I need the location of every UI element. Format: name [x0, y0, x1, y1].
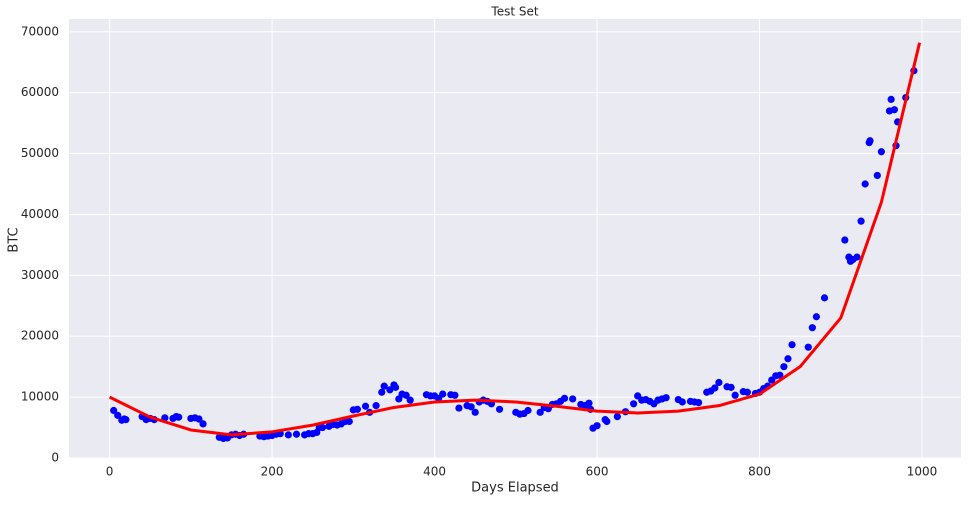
y-tick-label: 50000	[21, 146, 59, 160]
scatter-point	[743, 388, 751, 396]
scatter-point	[731, 391, 739, 399]
scatter-point	[353, 405, 361, 413]
y-axis-label: BTC	[7, 227, 22, 252]
scatter-point	[678, 398, 686, 406]
y-tick-label: 60000	[21, 85, 59, 99]
scatter-point	[451, 391, 459, 399]
scatter-point	[114, 411, 122, 419]
scatter-point	[372, 402, 380, 410]
scatter-point	[727, 383, 735, 391]
scatter-point	[853, 253, 861, 261]
scatter-point	[195, 415, 203, 423]
scatter-point	[857, 217, 865, 225]
scatter-point	[603, 417, 611, 426]
scatter-point	[110, 406, 118, 415]
scatter-point	[613, 412, 621, 421]
scatter-point	[471, 408, 479, 416]
scatter-point	[812, 313, 820, 321]
scatter-point	[378, 388, 386, 396]
y-tick-label: 30000	[21, 268, 59, 282]
scatter-point	[776, 371, 784, 379]
scatter-point	[630, 400, 638, 408]
scatter-point	[402, 391, 410, 399]
scatter-point	[808, 324, 816, 332]
scatter-point	[318, 423, 327, 432]
chart-title: Test Set	[490, 5, 538, 19]
y-tick-label: 40000	[21, 207, 59, 221]
scatter-point	[715, 378, 723, 387]
scatter-point	[380, 382, 388, 390]
scatter-point	[495, 405, 504, 413]
scatter-point	[887, 95, 895, 103]
x-tick-label: 400	[423, 465, 446, 479]
scatter-point	[873, 171, 881, 180]
scatter-point	[820, 294, 829, 302]
x-tick-label: 200	[261, 465, 284, 479]
scatter-point	[122, 416, 130, 424]
scatter-point	[439, 390, 447, 398]
x-tick-label: 0	[106, 465, 114, 479]
scatter-point	[593, 422, 601, 430]
scatter-point	[161, 414, 169, 422]
scatter-point	[711, 384, 719, 392]
y-tick-label: 70000	[21, 24, 59, 38]
scatter-point	[585, 399, 593, 407]
scatter-point	[841, 236, 849, 244]
scatter-point	[386, 386, 394, 394]
scatter-point	[784, 355, 792, 363]
scatter-point	[467, 403, 475, 411]
scatter-point	[536, 408, 544, 416]
y-tick-label: 20000	[21, 329, 59, 343]
x-tick-label: 600	[586, 465, 609, 479]
x-axis-label: Days Elapsed	[471, 481, 559, 496]
scatter-point	[569, 395, 577, 403]
scatter-point	[890, 106, 898, 114]
scatter-point	[524, 406, 532, 415]
scatter-point	[788, 341, 796, 349]
fit-line	[108, 42, 922, 437]
scatter-point	[866, 137, 874, 145]
scatter-point	[406, 396, 414, 404]
x-tick-label: 1000	[907, 465, 938, 479]
plot-area	[69, 19, 961, 458]
scatter-point	[804, 343, 812, 351]
scatter-point	[780, 363, 788, 371]
scatter-point	[694, 398, 703, 407]
scatter-point	[662, 394, 670, 402]
scatter-point	[361, 402, 370, 410]
scatter-point	[175, 413, 183, 421]
scatter-point	[560, 394, 569, 402]
y-tick-label: 0	[51, 451, 59, 465]
scatter-point	[292, 430, 301, 438]
scatter-point	[877, 148, 885, 156]
x-tick-label: 800	[748, 465, 771, 479]
scatter-point	[861, 180, 869, 188]
scatter-point	[199, 420, 207, 428]
scatter-point	[391, 383, 400, 391]
scatter-point	[345, 417, 353, 426]
y-tick-label: 10000	[21, 390, 59, 404]
scatter-point	[284, 431, 292, 439]
scatter-point	[455, 404, 463, 412]
